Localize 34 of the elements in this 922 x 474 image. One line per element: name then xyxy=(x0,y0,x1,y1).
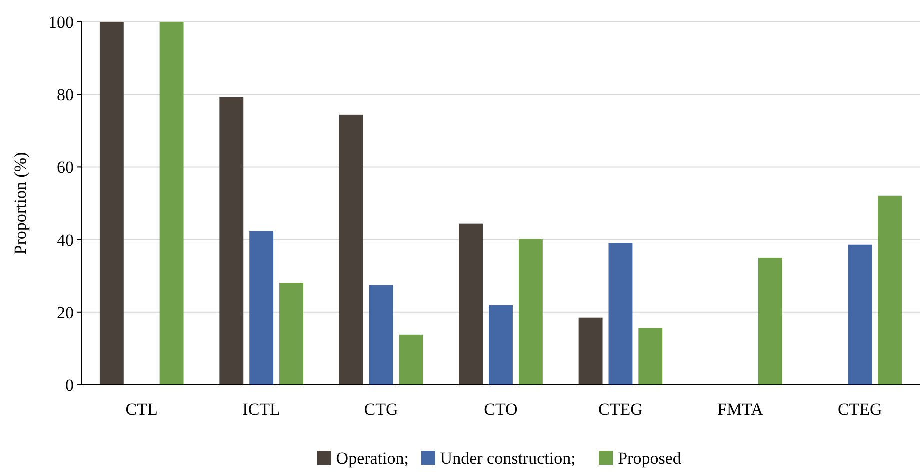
bar xyxy=(758,258,782,385)
bar xyxy=(489,305,513,385)
x-tick-label: CTEG xyxy=(598,400,643,419)
bar xyxy=(848,244,872,385)
bar xyxy=(339,114,364,385)
bar xyxy=(459,224,484,385)
y-tick-label: 0 xyxy=(66,376,74,395)
bar xyxy=(280,282,304,385)
bar xyxy=(399,334,424,385)
legend-label: Operation; xyxy=(336,449,410,468)
y-tick-label: 20 xyxy=(57,303,74,322)
x-tick-label: CTG xyxy=(364,400,398,419)
y-tick-label: 80 xyxy=(57,86,74,105)
y-axis-title: Proportion (%) xyxy=(11,152,30,255)
bar xyxy=(100,22,124,385)
bar xyxy=(250,231,274,385)
bar xyxy=(878,196,902,385)
x-tick-label: FMTA xyxy=(717,400,764,419)
x-tick-label: ICTL xyxy=(242,400,280,419)
bar xyxy=(608,243,633,385)
y-tick-label: 40 xyxy=(57,230,74,250)
legend-label: Under construction; xyxy=(440,449,576,468)
y-tick-label: 100 xyxy=(48,12,74,32)
bar xyxy=(638,328,663,385)
x-tick-label: CTO xyxy=(484,400,518,419)
y-tick-label: 60 xyxy=(57,158,74,178)
bar xyxy=(220,97,244,385)
bar xyxy=(369,285,394,385)
x-tick-label: CTL xyxy=(126,400,158,419)
bar xyxy=(578,318,603,385)
legend-label: Proposed xyxy=(618,449,682,468)
bar xyxy=(518,239,543,385)
bar xyxy=(160,22,184,385)
x-tick-label: CTEG xyxy=(838,400,882,419)
